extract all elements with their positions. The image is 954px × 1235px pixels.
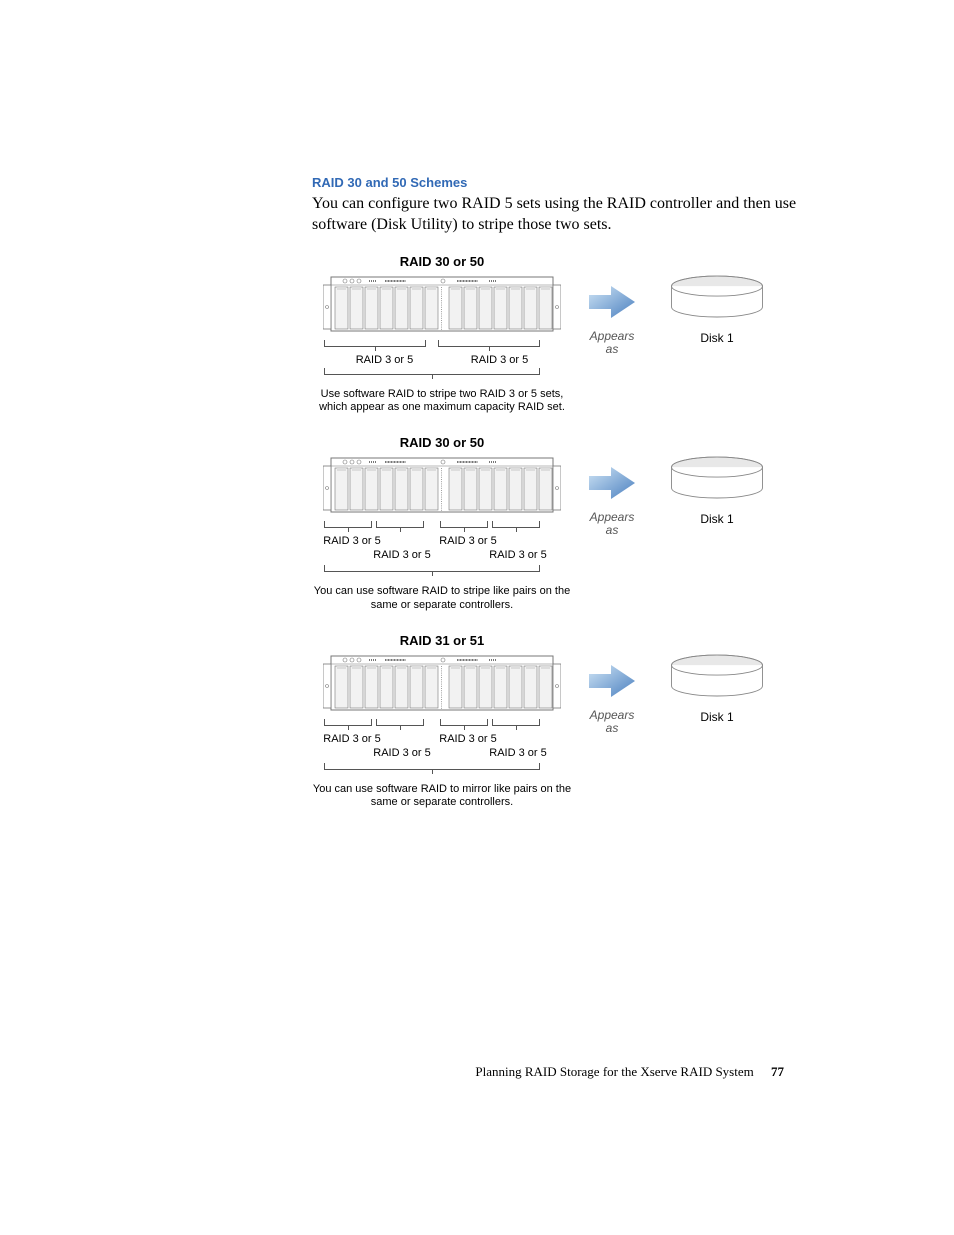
raid-label: RAID 3 or 5 (362, 549, 442, 561)
page-number: 77 (771, 1064, 784, 1079)
figure-raid-30-50-two-sets: RAID 30 or 50 RAID 3 or 5 RAID 3 or 5 (312, 254, 842, 416)
raid-label: RAID 3 or 5 (478, 747, 558, 759)
disk-label: Disk 1 (657, 710, 777, 724)
appears-as-arrow: Appears as (582, 661, 642, 735)
figure-caption: You can use software RAID to mirror like… (312, 783, 572, 811)
appears-as-arrow: Appears as (582, 282, 642, 356)
appears-as-arrow: Appears as (582, 463, 642, 537)
raid-label: RAID 3 or 5 (362, 747, 442, 759)
section-heading: RAID 30 and 50 Schemes (312, 175, 842, 190)
raid-label: RAID 3 or 5 (428, 535, 508, 547)
figure-title: RAID 31 or 51 (312, 633, 572, 648)
figure-caption: Use software RAID to stripe two RAID 3 o… (312, 388, 572, 416)
disk-label: Disk 1 (657, 512, 777, 526)
disk-icon (657, 274, 777, 325)
figure-title: RAID 30 or 50 (312, 435, 572, 450)
raid-label: RAID 3 or 5 (428, 733, 508, 745)
raid-label: RAID 3 or 5 (328, 354, 440, 366)
enclosure-diagram (323, 275, 561, 338)
disk-icon (657, 455, 777, 506)
raid-label: RAID 3 or 5 (478, 549, 558, 561)
disk-label: Disk 1 (657, 331, 777, 345)
figure-raid-31-51: RAID 31 or 51 RAID 3 or 5 RAID 3 or 5 (312, 633, 842, 811)
raid-label: RAID 3 or 5 (312, 535, 392, 547)
page-footer: Planning RAID Storage for the Xserve RAI… (475, 1064, 784, 1080)
intro-paragraph: You can configure two RAID 5 sets using … (312, 194, 842, 236)
enclosure-diagram (323, 654, 561, 717)
figure-caption: You can use software RAID to stripe like… (312, 585, 572, 613)
enclosure-diagram (323, 456, 561, 519)
figure-title: RAID 30 or 50 (312, 254, 572, 269)
disk-icon (657, 653, 777, 704)
raid-label: RAID 3 or 5 (444, 354, 556, 366)
figure-raid-30-50-four-sets: RAID 30 or 50 RAID 3 or 5 RAID 3 or 5 (312, 435, 842, 613)
footer-text: Planning RAID Storage for the Xserve RAI… (475, 1064, 753, 1079)
raid-label: RAID 3 or 5 (312, 733, 392, 745)
